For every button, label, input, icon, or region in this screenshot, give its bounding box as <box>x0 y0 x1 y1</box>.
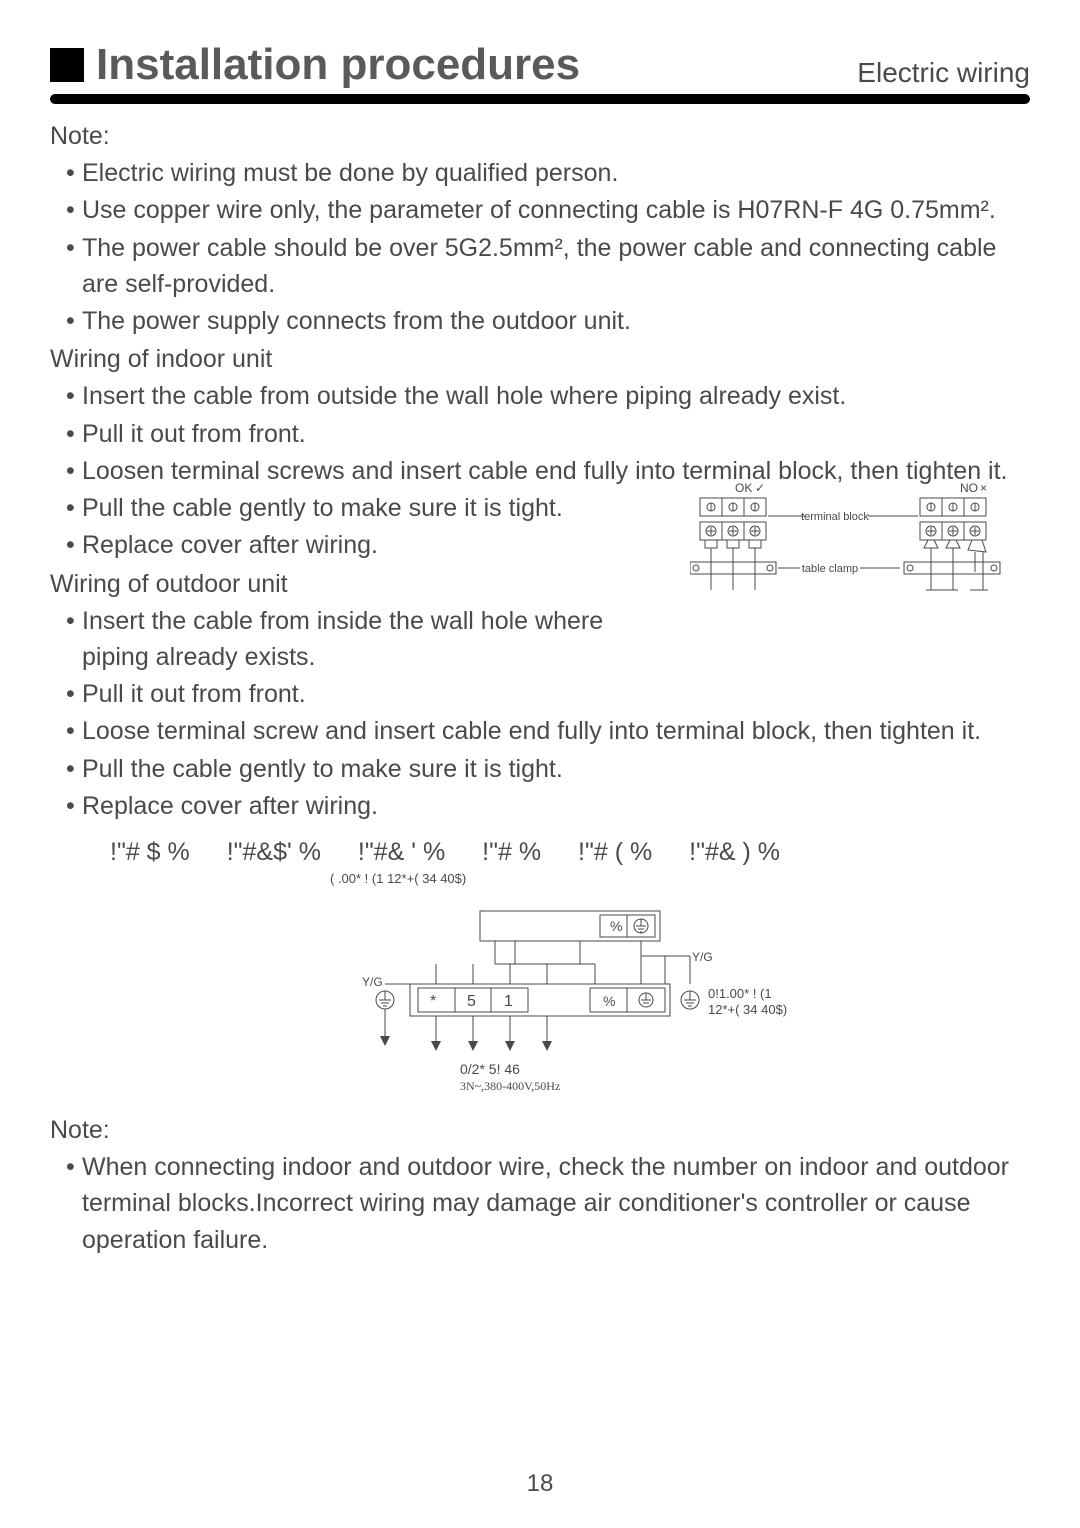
list-text: Use copper wire only, the parameter of c… <box>82 192 1030 228</box>
wiring-bottom1: 0/2* 5! 46 <box>460 1061 520 1077</box>
terminal-item: !"#&$' % <box>227 838 321 866</box>
wiring-bottom2: 3N~,380-400V,50Hz <box>460 1079 560 1093</box>
right-label: 12*+( 34 40$) <box>708 1002 787 1017</box>
page-number: 18 <box>0 1470 1080 1498</box>
list-item: •Insert the cable from outside the wall … <box>66 378 1030 414</box>
wiring-outdoor-list: •Insert the cable from inside the wall h… <box>50 603 610 713</box>
terminal-item: !"# ( % <box>578 838 652 866</box>
list-text: Loose terminal screw and insert cable en… <box>82 713 1030 749</box>
cross-icon: × <box>980 481 987 495</box>
list-item: •Insert the cable from inside the wall h… <box>66 603 610 676</box>
notes-list-2: •When connecting indoor and outdoor wire… <box>50 1149 1030 1258</box>
wiring-indoor-label: Wiring of indoor unit <box>50 345 1030 374</box>
list-item: •Loose terminal screw and insert cable e… <box>66 713 1030 749</box>
box-label: 1 <box>504 993 513 1010</box>
list-item: •Pull it out from front. <box>66 416 1030 452</box>
terminal-diagram: OK ✓ NO × terminal block table clamp <box>690 480 1030 630</box>
list-item: •Pull it out from front. <box>66 676 610 712</box>
list-item: •Electric wiring must be done by qualifi… <box>66 155 1030 191</box>
check-icon: ✓ <box>755 481 765 495</box>
list-item: •The power supply connects from the outd… <box>66 303 1030 339</box>
header: Installation procedures Electric wiring <box>50 40 1030 90</box>
terminal-row: !"# $ % !"#&$' % !"#& ' % !"# % !"# ( % … <box>110 838 1030 867</box>
note2-label: Note: <box>50 1116 1030 1145</box>
list-text: The power supply connects from the outdo… <box>82 303 1030 339</box>
list-text: Insert the cable from outside the wall h… <box>82 378 1030 414</box>
wiring-outdoor-list-2: •Loose terminal screw and insert cable e… <box>50 713 1030 824</box>
header-square-icon <box>50 48 84 82</box>
terminal-item: !"#& ) % <box>689 838 780 866</box>
list-text: Insert the cable from inside the wall ho… <box>82 603 610 676</box>
ok-label: OK <box>735 481 752 495</box>
terminal-diagram-svg: OK ✓ NO × terminal block table clamp <box>690 480 1030 630</box>
box-label: * <box>430 993 436 1010</box>
terminal-item: !"# $ % <box>110 838 190 866</box>
terminal-item: !"# % <box>482 838 541 866</box>
list-item: •Use copper wire only, the parameter of … <box>66 192 1030 228</box>
terminal-sub: ( .00* ! (1 12*+( 34 40$) <box>330 871 1030 886</box>
terminal-item: !"#& ' % <box>358 838 445 866</box>
page-subtitle: Electric wiring <box>857 57 1030 89</box>
table-clamp-label: table clamp <box>802 563 858 575</box>
list-item: •Replace cover after wiring. <box>66 788 1030 824</box>
percent-label: % <box>610 918 622 934</box>
terminal-block-label: terminal block <box>801 511 869 523</box>
yg-label: Y/G <box>692 950 713 964</box>
list-text: Pull the cable gently to make sure it is… <box>82 751 1030 787</box>
list-text: The power cable should be over 5G2.5mm²,… <box>82 230 1030 303</box>
page-title: Installation procedures <box>96 40 580 90</box>
header-left: Installation procedures <box>50 40 580 90</box>
notes-list-1: •Electric wiring must be done by qualifi… <box>50 155 1030 339</box>
note-label: Note: <box>50 122 1030 151</box>
list-text: When connecting indoor and outdoor wire,… <box>82 1149 1030 1258</box>
list-item: •When connecting indoor and outdoor wire… <box>66 1149 1030 1258</box>
right-label: 0!1.00* ! (1 <box>708 986 772 1001</box>
box-label: 5 <box>467 993 476 1010</box>
list-text: Electric wiring must be done by qualifie… <box>82 155 1030 191</box>
list-text: Replace cover after wiring. <box>82 788 1030 824</box>
wiring-diagram-svg: % Y/G * 5 1 % 0!1.00* ! (1 12*+( 34 40$)… <box>260 906 820 1106</box>
list-item: •The power cable should be over 5G2.5mm²… <box>66 230 1030 303</box>
box-label: % <box>603 993 615 1009</box>
list-item: •Pull the cable gently to make sure it i… <box>66 751 1030 787</box>
list-text: Pull it out from front. <box>82 676 610 712</box>
header-underline <box>50 94 1030 104</box>
list-text: Pull it out from front. <box>82 416 1030 452</box>
no-label: NO <box>960 481 978 495</box>
yg-label-left: Y/G <box>362 975 383 989</box>
